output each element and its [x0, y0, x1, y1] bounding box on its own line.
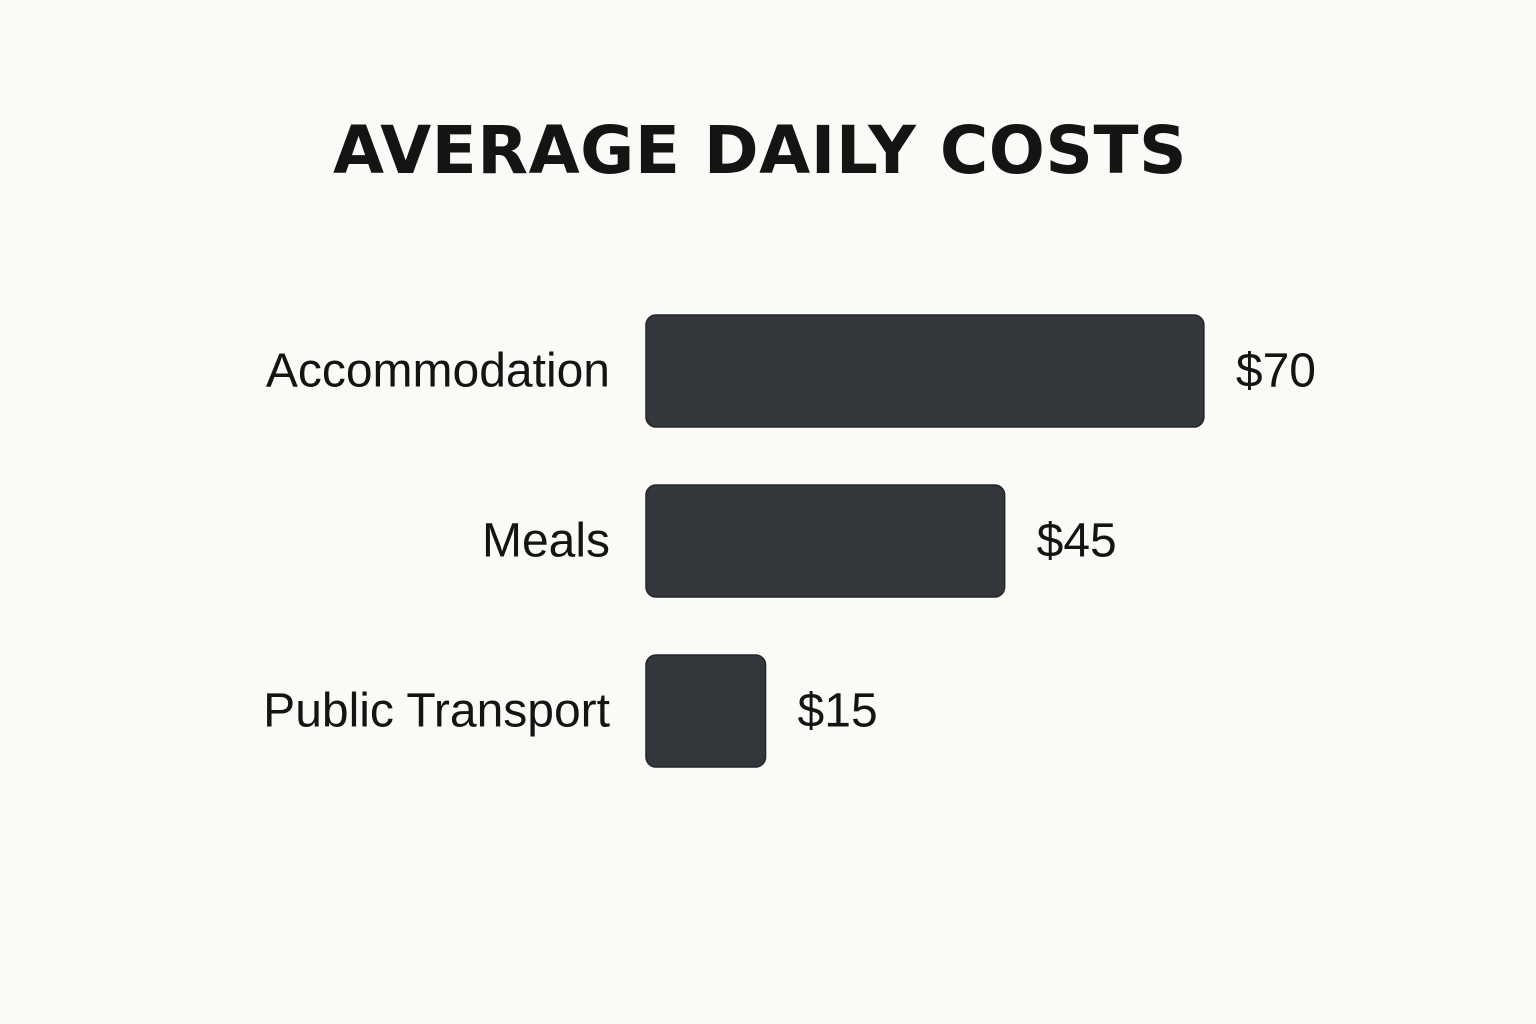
- category-label-accommodation: Accommodation: [266, 345, 610, 398]
- bar-public-transport: [645, 654, 767, 768]
- bar-accommodation: [645, 314, 1205, 428]
- bars-group: Accommodation $70 Meals $45 Public Transport…: [263, 314, 1316, 768]
- category-label-meals: Meals: [482, 515, 610, 568]
- value-label-public-transport: $15: [798, 685, 878, 738]
- value-label-meals: $45: [1037, 515, 1117, 568]
- chart-title: AVERAGE DAILY COSTS: [333, 112, 1187, 189]
- bar-meals: [645, 484, 1006, 598]
- value-label-accommodation: $70: [1236, 345, 1316, 398]
- category-label-public-transport: Public Transport: [263, 685, 610, 738]
